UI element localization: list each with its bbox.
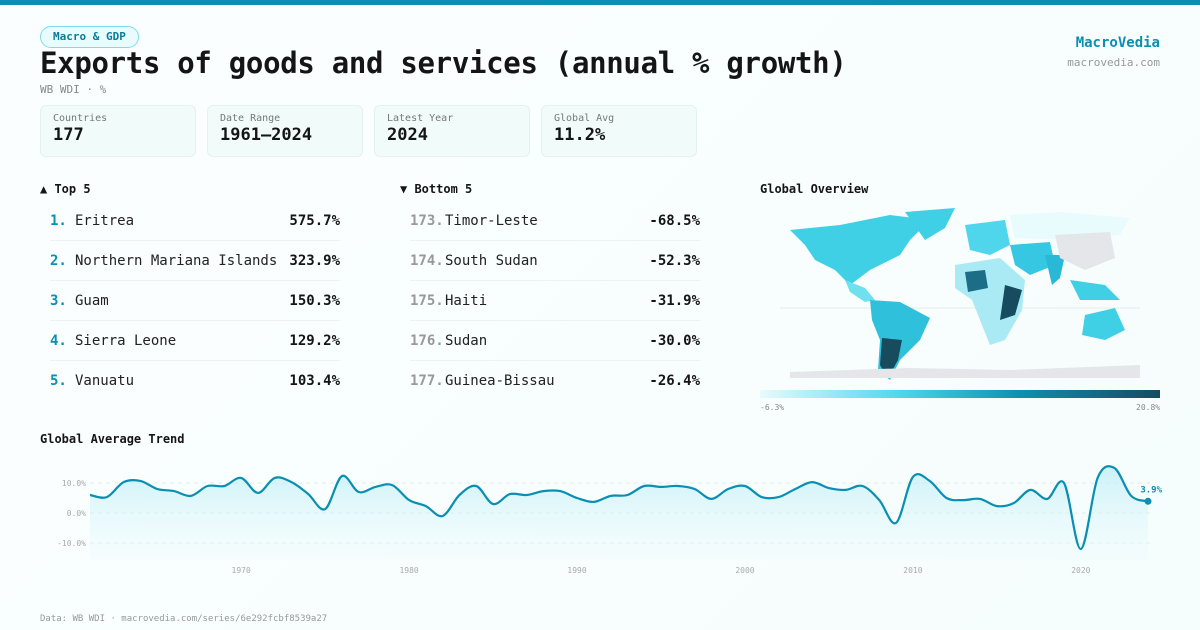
map-legend-gradient <box>760 390 1160 398</box>
list-item[interactable]: 173. Timor-Leste -68.5% <box>410 201 700 241</box>
rank: 177. <box>410 373 444 389</box>
country-name: Guam <box>75 292 109 309</box>
x-tick-label: 2000 <box>735 566 754 575</box>
map-southeast-asia[interactable] <box>1070 280 1120 300</box>
country-name: South Sudan <box>445 252 538 269</box>
rank: 5. <box>50 373 67 389</box>
stat-date-range: Date Range 1961–2024 <box>207 105 363 157</box>
stat-latest-year: Latest Year 2024 <box>374 105 530 157</box>
y-tick-label: 0.0% <box>67 509 86 518</box>
map-heading: Global Overview <box>760 182 869 196</box>
bottom5-list: 173. Timor-Leste -68.5% 174. South Sudan -52.… <box>410 201 700 401</box>
list-item[interactable]: 5. Vanuatu 103.4% <box>50 361 340 401</box>
map-central-america[interactable] <box>845 280 875 302</box>
list-item[interactable]: 2. Northern Mariana Islands 323.9% <box>50 241 340 281</box>
trend-line <box>89 465 1149 551</box>
country-value: -31.9% <box>649 292 700 309</box>
list-item[interactable]: 4. Sierra Leone 129.2% <box>50 321 340 361</box>
country-name: Northern Mariana Islands <box>75 252 278 269</box>
stat-value: 1961–2024 <box>220 125 313 145</box>
stat-label: Countries <box>53 113 108 124</box>
last-value-label: 3.9% <box>1140 485 1162 495</box>
top5-list: 1. Eritrea 575.7% 2. Northern Mariana Island… <box>50 201 340 401</box>
map-middle-east[interactable] <box>1010 242 1055 275</box>
list-item[interactable]: 176. Sudan -30.0% <box>410 321 700 361</box>
rank: 176. <box>410 332 444 349</box>
trend-chart: 10.0% 0.0% -10.0% 1970 1980 1990 2000 2010 2020 3… <box>57 465 1163 575</box>
list-item[interactable]: 177. Guinea-Bissau -26.4% <box>410 361 700 401</box>
country-value: 129.2% <box>289 332 340 349</box>
world-map <box>780 208 1140 380</box>
page-subtitle: WB WDI · % <box>40 83 107 96</box>
map-argentina[interactable] <box>880 338 902 378</box>
x-tick-label: 2010 <box>903 566 922 575</box>
map-china[interactable] <box>1055 232 1115 270</box>
brand-logo[interactable]: MacroVedia <box>1075 35 1160 51</box>
page-title: Exports of goods and services (annual % … <box>40 46 847 80</box>
country-value: -52.3% <box>649 252 700 269</box>
map-australia[interactable] <box>1082 308 1125 340</box>
rank: 2. <box>50 252 67 269</box>
trend-heading: Global Average Trend <box>40 432 185 446</box>
stat-label: Date Range <box>220 113 281 124</box>
country-value: -26.4% <box>649 373 700 389</box>
x-tick-label: 1990 <box>567 566 586 575</box>
country-value: 103.4% <box>289 373 340 389</box>
legend-min: -6.3% <box>760 403 785 412</box>
list-item[interactable]: 1. Eritrea 575.7% <box>50 201 340 241</box>
country-name: Eritrea <box>75 212 135 229</box>
country-name: Sierra Leone <box>75 332 177 349</box>
country-value: 150.3% <box>289 292 340 309</box>
rank: 1. <box>50 212 67 229</box>
brand-url[interactable]: macrovedia.com <box>1067 56 1160 69</box>
country-value: -30.0% <box>649 332 700 349</box>
country-name: Sudan <box>445 332 488 349</box>
top5-heading: ▲ Top 5 <box>40 182 91 196</box>
map-east-africa[interactable] <box>1000 285 1022 320</box>
x-tick-label: 1980 <box>399 566 418 575</box>
list-item[interactable]: 174. South Sudan -52.3% <box>410 241 700 281</box>
rank: 174. <box>410 252 444 269</box>
stat-value: 177 <box>53 125 84 145</box>
map-antarctica[interactable] <box>790 365 1140 378</box>
stat-label: Global Avg <box>554 113 615 124</box>
map-west-africa[interactable] <box>965 270 988 292</box>
category-badge[interactable]: Macro & GDP <box>40 26 139 48</box>
map-india[interactable] <box>1045 255 1065 285</box>
stat-value: 11.2% <box>554 125 606 145</box>
rank: 175. <box>410 292 444 309</box>
map-greenland[interactable] <box>905 208 955 240</box>
y-tick-label: -10.0% <box>57 539 86 548</box>
top-accent-bar <box>0 0 1200 5</box>
country-value: 323.9% <box>289 252 340 269</box>
country-name: Haiti <box>445 292 488 309</box>
stat-global-avg: Global Avg 11.2% <box>541 105 697 157</box>
stat-value: 2024 <box>387 125 428 145</box>
rank: 4. <box>50 332 67 349</box>
data-point <box>1144 497 1152 505</box>
country-name: Guinea-Bissau <box>445 373 555 389</box>
x-tick-label: 2020 <box>1071 566 1090 575</box>
rank: 3. <box>50 292 67 309</box>
list-item[interactable]: 3. Guam 150.3% <box>50 281 340 321</box>
y-tick-label: 10.0% <box>62 479 86 488</box>
stat-label: Latest Year <box>387 113 454 124</box>
list-item[interactable]: 175. Haiti -31.9% <box>410 281 700 321</box>
country-value: 575.7% <box>289 212 340 229</box>
country-value: -68.5% <box>649 212 700 229</box>
rank: 173. <box>410 212 444 229</box>
map-europe[interactable] <box>965 220 1010 255</box>
legend-max: 20.8% <box>1136 403 1161 412</box>
country-name: Timor-Leste <box>445 212 538 229</box>
x-tick-label: 1970 <box>232 566 251 575</box>
bottom5-heading: ▼ Bottom 5 <box>400 182 473 196</box>
map-north-america[interactable] <box>790 215 930 285</box>
footer-source: Data: WB WDI · macrovedia.com/series/6e2… <box>40 614 328 624</box>
stat-countries: Countries 177 <box>40 105 196 157</box>
country-name: Vanuatu <box>75 373 135 389</box>
trend-area <box>90 466 1148 560</box>
